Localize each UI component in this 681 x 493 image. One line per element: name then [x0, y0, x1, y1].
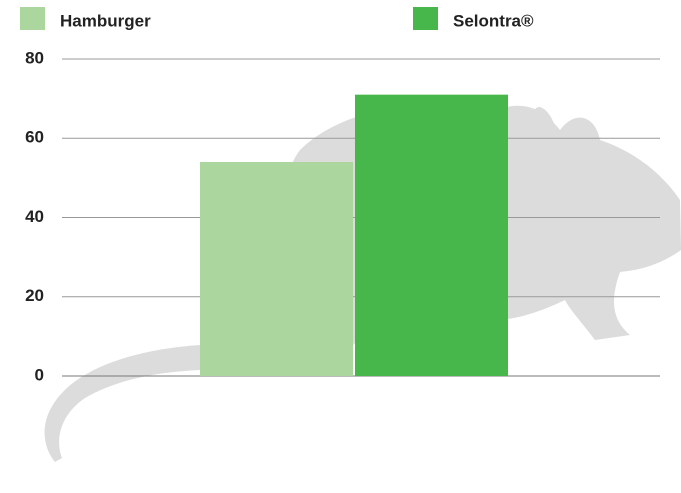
y-tick-label: 0 [35, 365, 44, 384]
bars [200, 94, 508, 376]
bar [200, 162, 353, 376]
y-tick-label: 80 [25, 48, 44, 67]
bar [355, 94, 508, 376]
legend: Hamburger Selontra® [20, 7, 534, 30]
legend-label: Selontra® [453, 11, 534, 30]
y-tick-label: 40 [25, 207, 44, 226]
legend-swatch [413, 7, 438, 30]
legend-label: Hamburger [60, 11, 151, 30]
y-tick-label: 60 [25, 128, 44, 147]
legend-swatch [20, 7, 45, 30]
y-tick-label: 20 [25, 286, 44, 305]
